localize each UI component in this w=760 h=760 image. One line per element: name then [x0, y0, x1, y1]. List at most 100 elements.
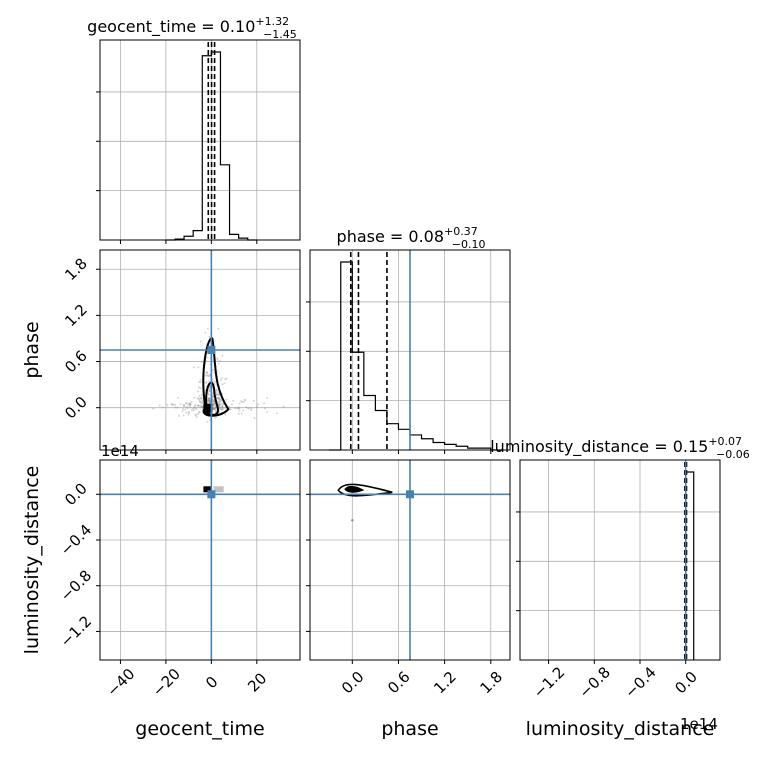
sample-point: [217, 327, 220, 330]
panel-luminosity_distance-vs-phase: [309, 459, 511, 661]
title-plus: +1.32: [255, 15, 289, 28]
sample-point: [195, 408, 198, 411]
sample-point: [209, 401, 212, 404]
sample-point: [208, 400, 211, 403]
sample-point: [207, 399, 210, 402]
title-minus: −0.06: [716, 448, 750, 461]
panel-title-phase: phase = 0.08+0.37 −0.10: [337, 225, 486, 251]
sample-point: [186, 405, 189, 408]
sample-point: [178, 415, 181, 418]
sample-point: [218, 393, 221, 396]
sample-point: [220, 408, 223, 411]
sample-point: [221, 408, 224, 411]
sample-point: [200, 398, 203, 401]
y-tick-label: 0.0: [61, 393, 91, 423]
sample-point: [211, 400, 214, 403]
sample-point: [199, 406, 202, 409]
sample-point: [221, 404, 224, 407]
sample-point: [211, 396, 214, 399]
x-axis-label-phase: phase: [381, 718, 438, 740]
sample-point: [179, 402, 182, 405]
panel-title-luminosity_distance: luminosity_distance = 0.15+0.07 −0.06: [490, 435, 750, 461]
sample-point: [204, 331, 207, 334]
sample-point: [232, 399, 235, 402]
y-axis-label-luminosity_distance: luminosity_distance: [21, 466, 43, 655]
sample-point: [213, 407, 216, 410]
sample-point: [212, 408, 215, 411]
sample-point: [215, 388, 218, 391]
sample-point: [208, 400, 211, 403]
sample-point: [193, 405, 196, 408]
sample-point: [208, 399, 211, 402]
sample-point: [198, 381, 201, 384]
title-minus: −1.45: [263, 28, 297, 41]
sample-point: [214, 406, 217, 409]
sample-point: [208, 380, 211, 383]
sample-point: [208, 401, 211, 404]
sample-point: [184, 408, 187, 411]
sample-point: [189, 406, 192, 409]
sample-point: [208, 397, 211, 400]
sample-point: [182, 414, 185, 417]
sample-point: [197, 366, 200, 369]
title-equals: =: [649, 437, 673, 456]
sample-point: [223, 382, 226, 385]
sample-point: [194, 413, 197, 416]
sample-point: [219, 403, 222, 406]
sample-point: [206, 397, 209, 400]
sample-point: [276, 412, 279, 415]
y-tick-label: 0.6: [61, 347, 91, 377]
sample-point: [208, 335, 211, 338]
sample-point: [207, 397, 210, 400]
sample-point: [219, 403, 222, 406]
sample-point: [183, 405, 186, 408]
sample-point: [220, 408, 223, 411]
panel-geocent_time-hist: [99, 39, 301, 241]
sample-point: [170, 403, 173, 406]
sample-point: [206, 374, 209, 377]
sample-point: [188, 402, 191, 405]
sample-point: [218, 400, 221, 403]
title-equals: =: [385, 227, 409, 246]
sample-point: [207, 392, 210, 395]
sample-point: [213, 401, 216, 404]
sample-point: [213, 383, 216, 386]
sample-point: [208, 397, 211, 400]
sample-point: [198, 394, 201, 397]
sample-point: [243, 398, 246, 401]
y-tick-label: −0.4: [57, 521, 95, 559]
density-shade: [213, 486, 224, 493]
sample-point: [207, 397, 210, 400]
title-median: 0.10: [220, 17, 256, 36]
sample-point: [181, 410, 184, 413]
sample-point: [198, 411, 201, 414]
sample-point: [217, 393, 220, 396]
sample-point: [217, 362, 220, 365]
y-axis-label-phase: phase: [21, 321, 43, 378]
y-tick-label: 1.2: [61, 301, 91, 331]
title-equals: =: [196, 17, 220, 36]
truth-marker: [207, 490, 216, 499]
sample-point: [218, 402, 221, 405]
sample-point: [238, 409, 241, 412]
x-tick-label: 0.0: [671, 668, 701, 698]
sample-point: [188, 403, 191, 406]
sample-point: [201, 399, 204, 402]
y-tick-label: −0.8: [57, 566, 95, 604]
sample-point: [229, 408, 232, 411]
sample-point: [204, 374, 207, 377]
sample-point: [208, 397, 211, 400]
sample-point: [219, 360, 222, 363]
sample-point: [188, 411, 191, 414]
sample-point: [196, 390, 199, 393]
sample-point: [217, 397, 220, 400]
title-median: 0.15: [673, 437, 709, 456]
sample-point: [238, 407, 241, 410]
sample-point: [213, 408, 216, 411]
sample-point: [225, 377, 228, 380]
sample-point: [199, 401, 202, 404]
sample-point: [187, 410, 190, 413]
sample-point: [252, 399, 255, 402]
sample-point: [206, 420, 209, 423]
title-median: 0.08: [408, 227, 444, 246]
